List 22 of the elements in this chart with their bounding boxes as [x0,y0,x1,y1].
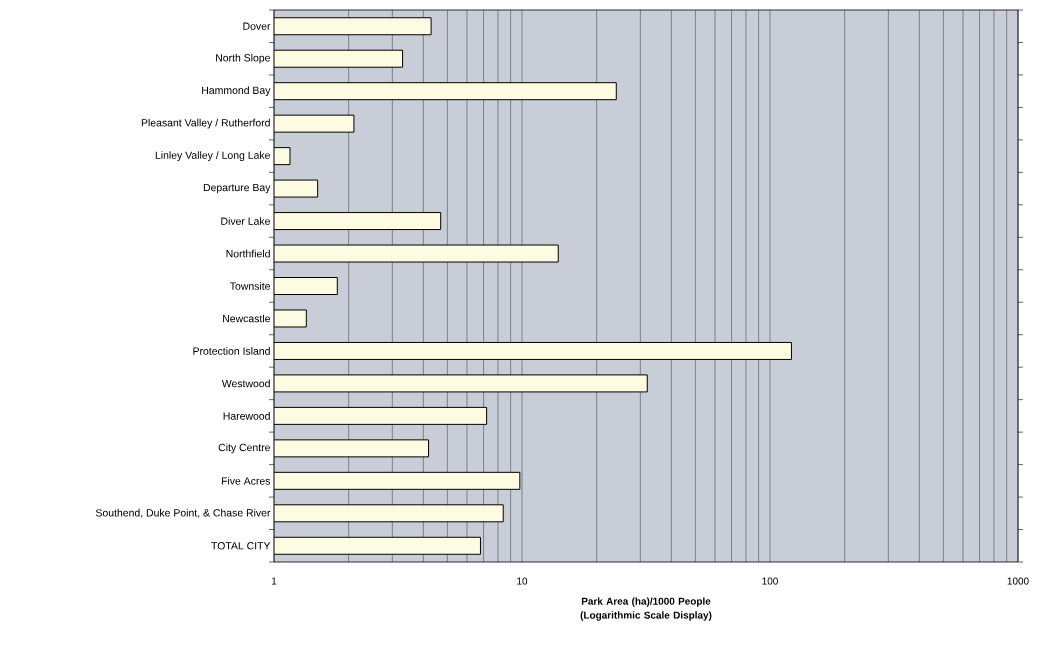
x-tick-label: 1000 [1007,577,1029,585]
y-tick-label: Five Acres [221,476,271,485]
y-tick-label: Townsite [230,282,271,290]
y-tick-label: Northfield [226,249,270,258]
y-tick-label: Hammond Bay [202,86,271,97]
y-tick-label: Southend, Duke Point, & Chase River [95,508,271,518]
y-tick-label: Harewood [223,412,270,420]
y-tick-label: Departure Bay [203,183,271,194]
y-tick-label: Pleasant Valley / Rutherford [141,118,270,129]
y-tick-label: Diver Lake [221,217,270,225]
y-tick-label: City Centre [218,443,270,454]
y-tick-label: Linley Valley / Long Lake [155,151,270,161]
x-tick-label: 100 [762,577,778,585]
y-tick-label: North Slope [216,53,270,64]
y-tick-label: Dover [243,22,271,30]
x-tick-label: 1 [272,577,277,585]
x-axis-title: Park Area (ha)/1000 People (Logarithmic Scale Display) [580,597,712,621]
y-tick-label: Newcastle [223,314,270,323]
y-tick-label: TOTAL CITY [211,542,271,550]
x-tick-label: 10 [517,577,528,585]
y-tick-label: Westwood [221,379,270,388]
y-tick-label: Protection Island [193,347,270,355]
